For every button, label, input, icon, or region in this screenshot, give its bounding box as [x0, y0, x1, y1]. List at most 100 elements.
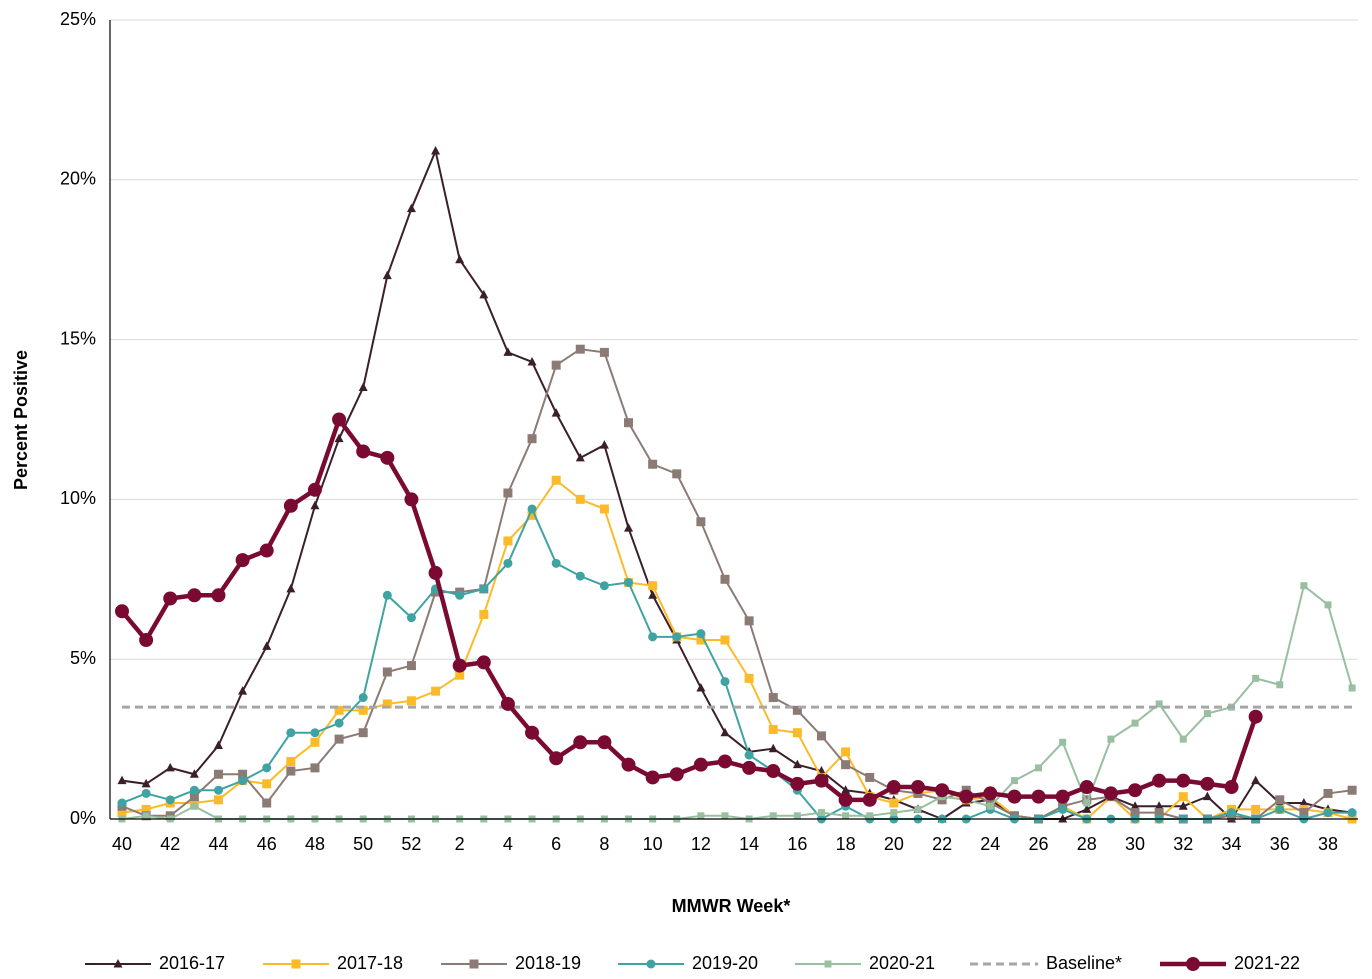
y-tick-label: 15% [60, 328, 96, 348]
marker [551, 408, 561, 417]
marker [986, 802, 994, 810]
y-tick-label: 10% [60, 488, 96, 508]
marker [356, 444, 371, 459]
marker [291, 959, 301, 969]
marker [841, 760, 851, 770]
marker [744, 750, 754, 760]
marker [455, 254, 465, 264]
marker [286, 756, 296, 766]
marker [841, 785, 851, 794]
marker [1252, 674, 1260, 682]
marker [310, 763, 320, 773]
marker [211, 588, 226, 603]
x-tick-label: 22 [932, 834, 952, 854]
legend-label: 2017-18 [337, 953, 403, 973]
x-axis-label: MMWR Week* [672, 896, 791, 916]
marker [1010, 777, 1018, 785]
legend-label: 2018-19 [515, 953, 581, 973]
marker [648, 459, 658, 469]
marker [117, 808, 127, 818]
marker [1200, 776, 1215, 791]
marker [648, 590, 658, 599]
marker [1176, 773, 1191, 788]
y-tick-label: 25% [60, 9, 96, 29]
marker [139, 633, 154, 648]
marker [768, 743, 778, 753]
marker [1035, 764, 1043, 772]
marker [310, 500, 320, 510]
marker [814, 773, 829, 788]
marker [575, 452, 585, 462]
x-tick-label: 20 [884, 834, 904, 854]
marker [1152, 773, 1167, 788]
marker [262, 779, 272, 789]
marker [262, 641, 272, 650]
marker [1178, 801, 1188, 810]
series-line [121, 150, 1353, 820]
marker [286, 766, 296, 776]
marker [334, 734, 344, 744]
y-tick-label: 0% [70, 808, 96, 828]
marker [1128, 783, 1143, 798]
marker [479, 584, 489, 594]
x-tick-label: 30 [1125, 834, 1145, 854]
marker [838, 792, 853, 807]
marker [358, 693, 368, 703]
marker [469, 959, 479, 969]
marker [1055, 789, 1070, 804]
marker [334, 433, 344, 443]
marker [334, 718, 344, 728]
marker [720, 574, 730, 584]
legend-item: 2019-20 [618, 953, 758, 973]
marker [1300, 582, 1308, 590]
marker [141, 804, 151, 814]
marker [1347, 808, 1357, 818]
marker [310, 728, 320, 738]
x-tick-label: 36 [1270, 834, 1290, 854]
x-tick-label: 14 [739, 834, 759, 854]
marker [189, 792, 199, 802]
marker [1083, 799, 1091, 807]
marker [1251, 804, 1261, 814]
marker [1059, 738, 1067, 746]
marker [117, 775, 127, 785]
marker [286, 728, 296, 738]
marker [599, 581, 609, 591]
marker [527, 434, 537, 444]
marker [696, 517, 706, 527]
marker [503, 558, 513, 568]
marker [886, 780, 901, 795]
marker [696, 629, 706, 639]
marker [406, 696, 416, 706]
marker [1227, 808, 1237, 818]
x-tick-label: 42 [160, 834, 180, 854]
marker [332, 412, 347, 427]
x-tick-label: 34 [1222, 834, 1242, 854]
marker [792, 728, 802, 738]
marker [768, 693, 778, 703]
marker [817, 809, 825, 817]
marker [983, 786, 998, 801]
marker [1299, 808, 1309, 818]
x-tick-label: 48 [305, 834, 325, 854]
legend-label: Baseline* [1046, 953, 1122, 973]
marker [841, 747, 851, 757]
marker [914, 805, 922, 813]
marker [527, 504, 537, 514]
marker [213, 740, 223, 749]
marker [575, 494, 585, 504]
marker [213, 795, 223, 805]
x-tick-label: 50 [353, 834, 373, 854]
marker [113, 959, 123, 968]
x-tick-label: 8 [599, 834, 609, 854]
marker [452, 658, 467, 673]
marker [238, 769, 248, 779]
marker [1202, 791, 1212, 801]
marker [1248, 709, 1263, 724]
legend-item: 2020-21 [795, 953, 935, 973]
marker [1323, 808, 1333, 818]
marker [1130, 808, 1140, 818]
marker [141, 788, 151, 798]
marker [262, 798, 272, 808]
